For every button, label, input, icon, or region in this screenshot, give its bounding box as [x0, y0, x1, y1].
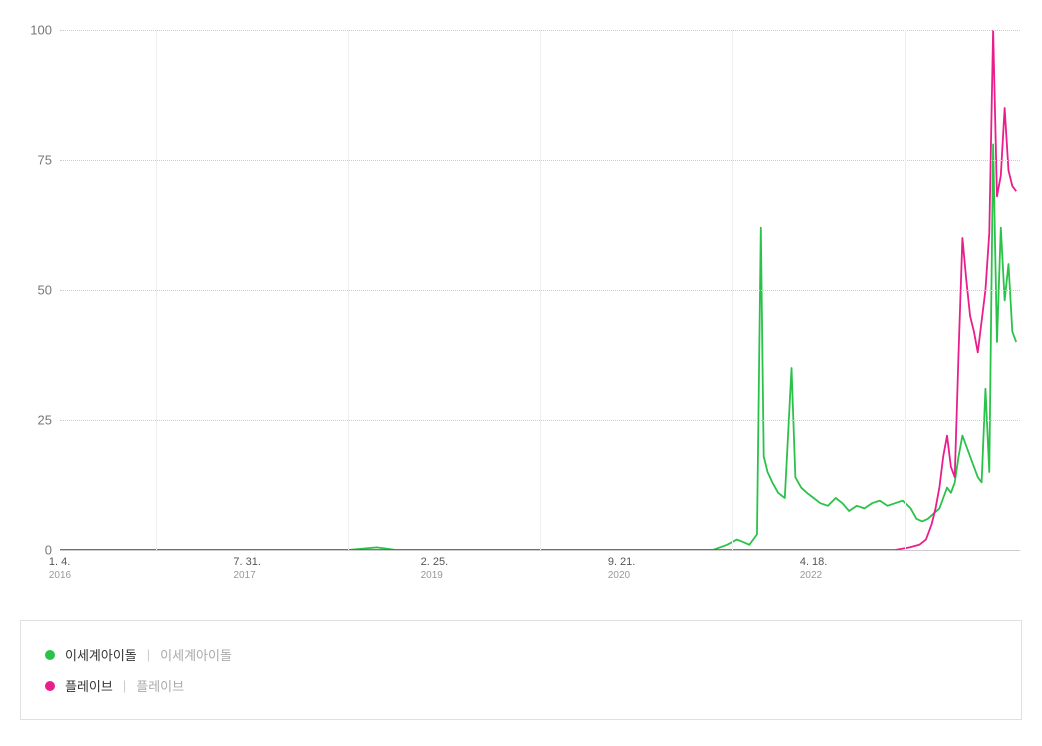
x-tick-label: 4. 18.2022	[800, 555, 828, 582]
x-tick-label: 2. 25.2019	[421, 555, 449, 582]
vgridline	[905, 30, 906, 550]
legend-separator: |	[147, 647, 150, 662]
vgridline	[540, 30, 541, 550]
vgridline	[156, 30, 157, 550]
y-axis: 0255075100	[20, 20, 60, 550]
legend-color-dot	[45, 650, 55, 660]
gridline	[60, 550, 1020, 551]
x-tick-label: 1. 4.2016	[49, 555, 71, 582]
x-tick-label: 9. 21.2020	[608, 555, 636, 582]
legend-name: 이세계아이돌	[65, 645, 137, 664]
y-tick-label: 50	[38, 283, 52, 298]
legend-item[interactable]: 이세계아이돌 | 이세계아이돌	[45, 639, 997, 670]
legend-sub: 플레이브	[136, 676, 184, 695]
legend-name: 플레이브	[65, 676, 113, 695]
x-axis: 1. 4.20167. 31.20172. 25.20199. 21.20204…	[60, 555, 1020, 595]
plot-area	[60, 30, 1020, 550]
vgridline	[732, 30, 733, 550]
vgridline	[348, 30, 349, 550]
legend-item[interactable]: 플레이브 | 플레이브	[45, 670, 997, 701]
legend-separator: |	[123, 678, 126, 693]
x-tick-label: 7. 31.2017	[233, 555, 261, 582]
legend: 이세계아이돌 | 이세계아이돌플레이브 | 플레이브	[20, 620, 1022, 720]
legend-color-dot	[45, 681, 55, 691]
y-tick-label: 75	[38, 153, 52, 168]
y-tick-label: 100	[30, 23, 52, 38]
legend-sub: 이세계아이돌	[160, 645, 232, 664]
trend-chart: 0255075100 1. 4.20167. 31.20172. 25.2019…	[20, 20, 1022, 590]
series-line	[60, 144, 1016, 550]
y-tick-label: 25	[38, 413, 52, 428]
